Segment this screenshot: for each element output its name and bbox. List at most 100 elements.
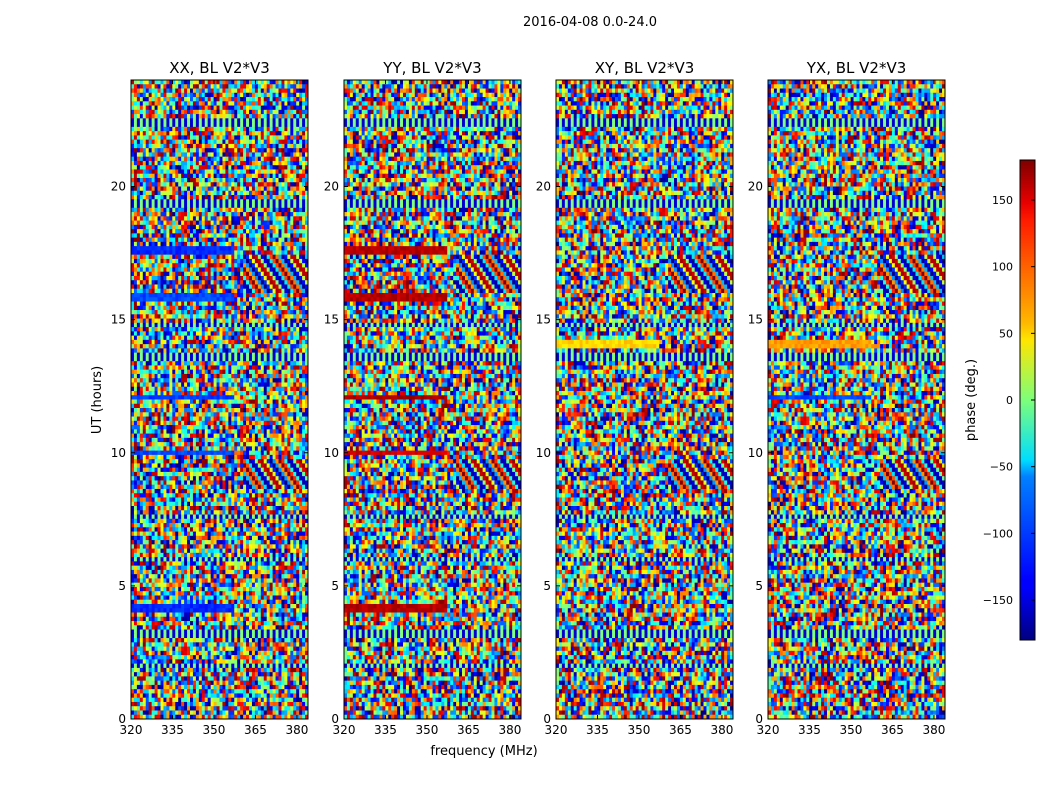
heatmap-cell [166, 97, 169, 102]
heatmap-cell [202, 123, 205, 128]
heatmap-cell [264, 89, 267, 94]
heatmap-cell [299, 144, 302, 149]
heatmap-cell [143, 140, 146, 145]
heatmap-cell [196, 93, 199, 98]
heatmap-cell [267, 144, 270, 149]
heatmap-cell [290, 97, 293, 102]
heatmap-cell [302, 127, 305, 132]
heatmap-cell [225, 135, 228, 140]
heatmap-cell [243, 84, 246, 89]
heatmap-cell [217, 106, 220, 111]
heatmap-cell [163, 152, 166, 157]
heatmap-cell [228, 135, 231, 140]
heatmap-cell [258, 80, 261, 85]
heatmap-cell [208, 123, 211, 128]
heatmap-cell [279, 93, 282, 98]
heatmap-cell [290, 148, 293, 153]
heatmap-cell [249, 140, 252, 145]
heatmap-cell [163, 140, 166, 145]
heatmap-cell [163, 131, 166, 136]
heatmap-cell [146, 127, 149, 132]
heatmap-cell [222, 89, 225, 94]
heatmap-cell [199, 110, 202, 115]
heatmap-cell [237, 148, 240, 153]
heatmap-cell [276, 101, 279, 106]
heatmap-cell [234, 93, 237, 98]
heatmap-cell [166, 123, 169, 128]
heatmap-cell [193, 123, 196, 128]
heatmap-cell [202, 80, 205, 85]
heatmap-cell [155, 148, 158, 153]
heatmap-cell [228, 152, 231, 157]
heatmap-cell [252, 106, 255, 111]
heatmap-cell [208, 84, 211, 89]
heatmap-cell [255, 131, 258, 136]
heatmap-cell [187, 144, 190, 149]
heatmap-cell [134, 144, 137, 149]
heatmap-cell [155, 110, 158, 115]
heatmap-cell [143, 114, 146, 119]
heatmap-cell [134, 140, 137, 145]
heatmap-cell [199, 152, 202, 157]
heatmap-cell [146, 101, 149, 106]
heatmap-cell [261, 101, 264, 106]
heatmap-cell [158, 123, 161, 128]
heatmap-cell [175, 114, 178, 119]
heatmap-cell [161, 89, 164, 94]
heatmap-cell [240, 144, 243, 149]
heatmap-cell [146, 110, 149, 115]
heatmap-cell [193, 84, 196, 89]
heatmap-cell [217, 93, 220, 98]
heatmap-cell [302, 152, 305, 157]
heatmap-cell [166, 114, 169, 119]
heatmap-cell [131, 135, 134, 140]
heatmap-cell [267, 97, 270, 102]
heatmap-cell [134, 106, 137, 111]
heatmap-cell [161, 80, 164, 85]
heatmap-cell [196, 144, 199, 149]
heatmap-cell [149, 80, 152, 85]
heatmap-cell [169, 114, 172, 119]
heatmap-cell [267, 106, 270, 111]
heatmap-cell [178, 148, 181, 153]
heatmap-cell [184, 110, 187, 115]
heatmap-cell [220, 114, 223, 119]
heatmap-cell [243, 148, 246, 153]
heatmap-cell [258, 118, 261, 123]
heatmap-cell [249, 114, 252, 119]
heatmap-cell [172, 93, 175, 98]
heatmap-cell [220, 148, 223, 153]
heatmap-cell [137, 135, 140, 140]
heatmap-cell [140, 140, 143, 145]
heatmap-cell [249, 135, 252, 140]
heatmap-cell [214, 144, 217, 149]
heatmap-cell [131, 84, 134, 89]
heatmap-cell [270, 106, 273, 111]
heatmap-cell [287, 123, 290, 128]
heatmap-cell [172, 135, 175, 140]
heatmap-cell [302, 123, 305, 128]
heatmap-cell [255, 101, 258, 106]
heatmap-cell [293, 152, 296, 157]
heatmap-cell [243, 80, 246, 85]
heatmap-cell [228, 89, 231, 94]
heatmap-cell [199, 135, 202, 140]
heatmap-cell [279, 80, 282, 85]
heatmap-cell [208, 80, 211, 85]
heatmap-cell [155, 97, 158, 102]
heatmap-cell [152, 144, 155, 149]
heatmap-cell [193, 118, 196, 123]
heatmap-cell [214, 93, 217, 98]
heatmap-cell [279, 101, 282, 106]
heatmap-cell [237, 93, 240, 98]
heatmap-cell [187, 80, 190, 85]
heatmap-cell [178, 140, 181, 145]
heatmap-cell [166, 101, 169, 106]
heatmap-cell [302, 93, 305, 98]
heatmap-cell [175, 123, 178, 128]
heatmap-cell [152, 89, 155, 94]
heatmap-cell [193, 93, 196, 98]
heatmap-cell [190, 106, 193, 111]
heatmap-cell [258, 140, 261, 145]
heatmap-cell [290, 101, 293, 106]
